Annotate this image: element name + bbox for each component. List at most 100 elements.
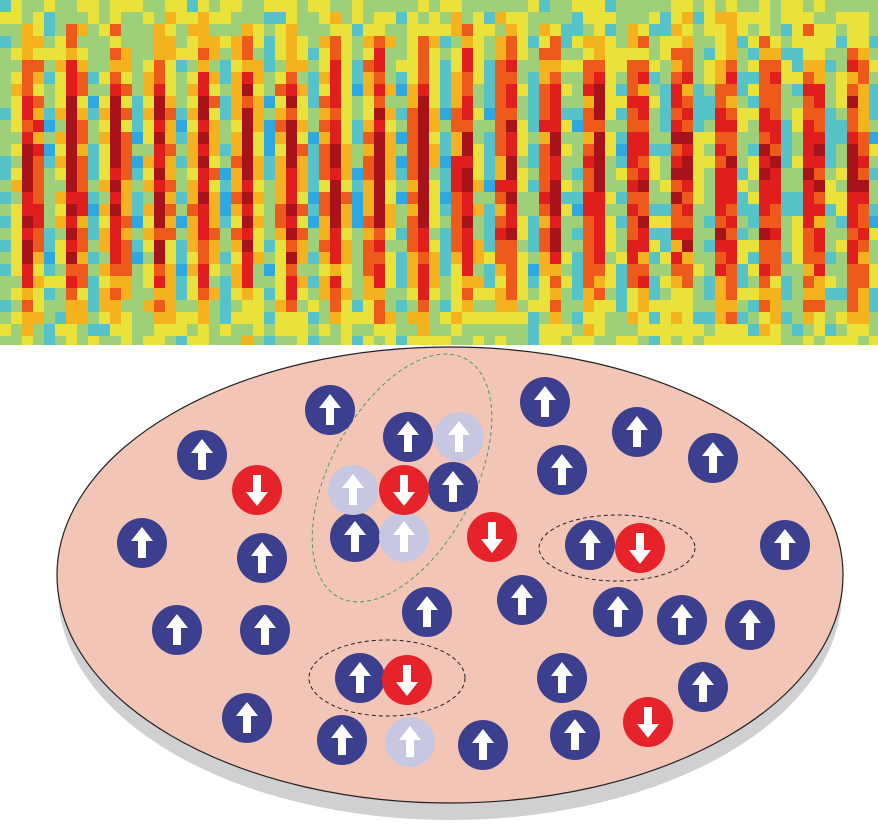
heat-cell	[693, 12, 704, 24]
heat-cell	[693, 180, 704, 192]
heat-cell	[187, 240, 198, 252]
heat-cell	[176, 48, 187, 60]
heat-cell	[748, 108, 759, 120]
heat-cell	[638, 276, 649, 288]
heat-cell	[660, 216, 671, 228]
heat-cell	[396, 288, 407, 300]
heat-cell	[858, 288, 869, 300]
heat-cell	[572, 276, 583, 288]
heat-cell	[462, 240, 473, 252]
heat-cell	[297, 72, 308, 84]
heat-cell	[847, 48, 858, 60]
heat-cell	[66, 96, 77, 108]
heat-cell	[121, 36, 132, 48]
heat-cell	[693, 228, 704, 240]
heat-cell	[671, 48, 682, 60]
heat-cell	[660, 84, 671, 96]
heat-cell	[121, 216, 132, 228]
heat-cell	[429, 192, 440, 204]
heat-cell	[594, 156, 605, 168]
heat-cell	[528, 240, 539, 252]
heat-cell	[154, 180, 165, 192]
heat-cell	[176, 276, 187, 288]
heat-cell	[627, 216, 638, 228]
heat-cell	[66, 0, 77, 12]
heat-cell	[319, 72, 330, 84]
heat-cell	[737, 180, 748, 192]
heat-cell	[682, 12, 693, 24]
heat-cell	[363, 36, 374, 48]
heat-cell	[143, 96, 154, 108]
heat-cell	[330, 168, 341, 180]
heat-cell	[781, 24, 792, 36]
heat-cell	[506, 300, 517, 312]
heat-cell	[374, 48, 385, 60]
heat-cell	[660, 312, 671, 324]
heat-cell	[781, 96, 792, 108]
heat-cell	[770, 264, 781, 276]
heat-cell	[429, 228, 440, 240]
heat-cell	[330, 108, 341, 120]
heat-cell	[418, 60, 429, 72]
heat-cell	[671, 276, 682, 288]
heat-cell	[792, 60, 803, 72]
heat-cell	[231, 132, 242, 144]
heat-cell	[385, 168, 396, 180]
heat-cell	[319, 288, 330, 300]
heat-cell	[451, 156, 462, 168]
heat-cell	[748, 72, 759, 84]
heat-cell	[165, 240, 176, 252]
heat-cell	[209, 96, 220, 108]
heat-cell	[143, 312, 154, 324]
heat-cell	[506, 36, 517, 48]
heat-cell	[682, 192, 693, 204]
heat-cell	[550, 336, 561, 345]
heat-cell	[33, 96, 44, 108]
heat-cell	[759, 252, 770, 264]
heat-cell	[528, 84, 539, 96]
heat-cell	[275, 264, 286, 276]
heat-cell	[825, 132, 836, 144]
heat-cell	[176, 252, 187, 264]
heat-cell	[484, 60, 495, 72]
heat-cell	[858, 96, 869, 108]
heat-cell	[682, 72, 693, 84]
heat-cell	[231, 228, 242, 240]
heat-cell	[110, 204, 121, 216]
heat-cell	[363, 264, 374, 276]
heat-cell	[638, 216, 649, 228]
heat-cell	[352, 48, 363, 60]
heat-cell	[792, 180, 803, 192]
heat-cell	[363, 252, 374, 264]
heat-cell	[528, 24, 539, 36]
heat-cell	[44, 168, 55, 180]
heat-cell	[781, 108, 792, 120]
heat-cell	[198, 228, 209, 240]
heat-cell	[836, 108, 847, 120]
heat-cell	[814, 0, 825, 12]
heat-cell	[121, 264, 132, 276]
heat-cell	[308, 96, 319, 108]
heat-cell	[539, 60, 550, 72]
heat-cell	[803, 144, 814, 156]
heat-cell	[605, 300, 616, 312]
heat-cell	[583, 288, 594, 300]
heat-cell	[385, 84, 396, 96]
heat-cell	[792, 264, 803, 276]
heat-cell	[407, 228, 418, 240]
heat-cell	[572, 312, 583, 324]
heat-cell	[407, 108, 418, 120]
heat-cell	[66, 324, 77, 336]
heat-cell	[132, 180, 143, 192]
heat-cell	[88, 72, 99, 84]
heat-cell	[77, 204, 88, 216]
heat-cell	[858, 228, 869, 240]
heat-cell	[22, 204, 33, 216]
heat-cell	[363, 12, 374, 24]
heat-cell	[165, 204, 176, 216]
heat-cell	[44, 24, 55, 36]
heat-cell	[264, 324, 275, 336]
heat-cell	[770, 204, 781, 216]
heat-cell	[429, 72, 440, 84]
heat-cell	[671, 312, 682, 324]
